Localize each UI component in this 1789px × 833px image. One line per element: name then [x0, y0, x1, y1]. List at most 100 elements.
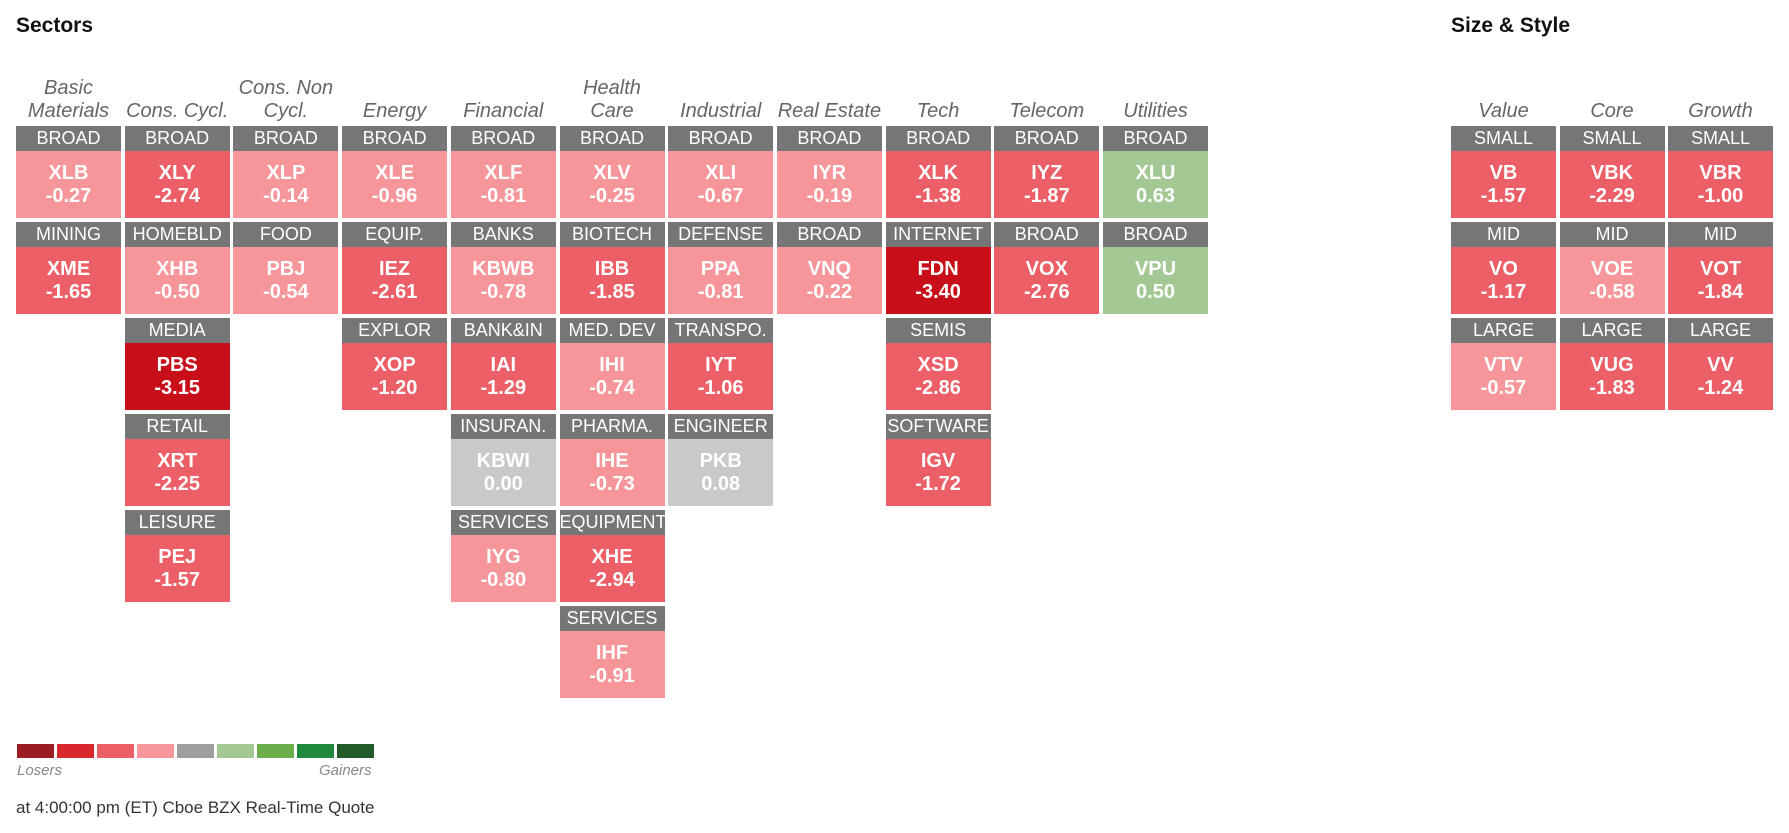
tile-quote[interactable]: IHI -0.74	[559, 343, 665, 410]
etf-tile[interactable]: BROAD IYZ -1.87	[994, 126, 1100, 218]
etf-tile[interactable]: BROAD VNQ -0.22	[776, 222, 882, 314]
tile-quote[interactable]: FDN -3.40	[885, 247, 991, 314]
tile-quote[interactable]: VPU 0.50	[1103, 247, 1208, 314]
tile-quote[interactable]: IGV -1.72	[885, 439, 991, 506]
tile-quote[interactable]: VNQ -0.22	[776, 247, 882, 314]
tile-quote[interactable]: IHF -0.91	[559, 631, 665, 698]
sector-column: Financial BROAD XLF -0.81 BANKS KBWB -0.78 BANK…	[450, 68, 556, 602]
tile-quote[interactable]: XLV -0.25	[559, 151, 665, 218]
tile-quote[interactable]: IYT -1.06	[668, 343, 774, 410]
etf-tile[interactable]: BROAD XLB -0.27	[16, 126, 121, 218]
etf-tile[interactable]: SERVICES IYG -0.80	[450, 510, 556, 602]
etf-tile[interactable]: DEFENSE PPA -0.81	[668, 222, 774, 314]
etf-tile[interactable]: BANK&IN IAI -1.29	[450, 318, 556, 410]
etf-tile[interactable]: EQUIPMENT XHE -2.94	[559, 510, 665, 602]
etf-tile[interactable]: LEISURE PEJ -1.57	[124, 510, 230, 602]
etf-tile[interactable]: MID VOT -1.84	[1668, 222, 1773, 314]
tile-quote[interactable]: XOP -1.20	[342, 343, 448, 410]
column-header: Industrial	[668, 68, 773, 126]
tile-quote[interactable]: IAI -1.29	[450, 343, 556, 410]
tile-quote[interactable]: VTV -0.57	[1451, 343, 1556, 410]
tile-quote[interactable]: IEZ -2.61	[342, 247, 448, 314]
tile-quote[interactable]: PBS -3.15	[124, 343, 230, 410]
etf-tile[interactable]: EXPLOR XOP -1.20	[342, 318, 448, 410]
etf-tile[interactable]: FOOD PBJ -0.54	[233, 222, 339, 314]
etf-tile[interactable]: BROAD XLU 0.63	[1103, 126, 1208, 218]
tile-quote[interactable]: IYG -0.80	[450, 535, 556, 602]
etf-tile[interactable]: MED. DEV IHI -0.74	[559, 318, 665, 410]
etf-tile[interactable]: BROAD XLE -0.96	[342, 126, 448, 218]
etf-tile[interactable]: SMALL VB -1.57	[1451, 126, 1556, 218]
etf-tile[interactable]: BROAD XLY -2.74	[124, 126, 230, 218]
tile-quote[interactable]: PPA -0.81	[668, 247, 774, 314]
tile-quote[interactable]: PKB 0.08	[668, 439, 774, 506]
etf-tile[interactable]: BANKS KBWB -0.78	[450, 222, 556, 314]
etf-tile[interactable]: INSURAN. KBWI 0.00	[450, 414, 556, 506]
tile-quote[interactable]: XLE -0.96	[342, 151, 448, 218]
tile-quote[interactable]: XLB -0.27	[16, 151, 121, 218]
tile-quote[interactable]: IYZ -1.87	[994, 151, 1100, 218]
tile-quote[interactable]: VB -1.57	[1451, 151, 1556, 218]
etf-tile[interactable]: LARGE VTV -0.57	[1451, 318, 1556, 410]
etf-tile[interactable]: BROAD XLV -0.25	[559, 126, 665, 218]
tile-category-label: EXPLOR	[342, 318, 448, 343]
etf-tile[interactable]: BROAD XLK -1.38	[885, 126, 991, 218]
etf-tile[interactable]: BIOTECH IBB -1.85	[559, 222, 665, 314]
tile-quote[interactable]: XME -1.65	[16, 247, 121, 314]
etf-tile[interactable]: BROAD XLF -0.81	[450, 126, 556, 218]
etf-tile[interactable]: SMALL VBR -1.00	[1668, 126, 1773, 218]
etf-tile[interactable]: SMALL VBK -2.29	[1559, 126, 1665, 218]
etf-tile[interactable]: SEMIS XSD -2.86	[885, 318, 991, 410]
tile-quote[interactable]: PEJ -1.57	[124, 535, 230, 602]
tile-quote[interactable]: KBWI 0.00	[450, 439, 556, 506]
tile-quote[interactable]: VBR -1.00	[1668, 151, 1773, 218]
etf-tile[interactable]: TRANSPO. IYT -1.06	[668, 318, 774, 410]
tile-quote[interactable]: XHE -2.94	[559, 535, 665, 602]
column-header-line: Real Estate	[777, 100, 882, 122]
tile-quote[interactable]: VOX -2.76	[994, 247, 1100, 314]
tile-quote[interactable]: XLU 0.63	[1103, 151, 1208, 218]
tile-quote[interactable]: VOE -0.58	[1559, 247, 1665, 314]
etf-tile[interactable]: BROAD XLI -0.67	[668, 126, 774, 218]
etf-tile[interactable]: LARGE VUG -1.83	[1559, 318, 1665, 410]
tile-quote[interactable]: XLK -1.38	[885, 151, 991, 218]
tile-quote[interactable]: IBB -1.85	[559, 247, 665, 314]
etf-tile[interactable]: HOMEBLD XHB -0.50	[124, 222, 230, 314]
etf-tile[interactable]: RETAIL XRT -2.25	[124, 414, 230, 506]
tile-category-label: BROAD	[994, 126, 1100, 151]
tile-quote[interactable]: XLP -0.14	[233, 151, 339, 218]
etf-tile[interactable]: MEDIA PBS -3.15	[124, 318, 230, 410]
tile-quote[interactable]: VUG -1.83	[1559, 343, 1665, 410]
etf-tile[interactable]: BROAD VPU 0.50	[1103, 222, 1208, 314]
tile-quote[interactable]: IYR -0.19	[776, 151, 882, 218]
etf-tile[interactable]: INTERNET FDN -3.40	[885, 222, 991, 314]
ticker-symbol: VPU	[1134, 257, 1177, 280]
etf-tile[interactable]: EQUIP. IEZ -2.61	[342, 222, 448, 314]
tile-quote[interactable]: PBJ -0.54	[233, 247, 339, 314]
tile-quote[interactable]: XLY -2.74	[124, 151, 230, 218]
tile-quote[interactable]: IHE -0.73	[559, 439, 665, 506]
etf-tile[interactable]: SOFTWARE IGV -1.72	[885, 414, 991, 506]
tile-quote[interactable]: VO -1.17	[1451, 247, 1556, 314]
etf-tile[interactable]: LARGE VV -1.24	[1668, 318, 1773, 410]
tile-quote[interactable]: XHB -0.50	[124, 247, 230, 314]
tile-quote[interactable]: KBWB -0.78	[450, 247, 556, 314]
etf-tile[interactable]: ENGINEER PKB 0.08	[668, 414, 774, 506]
tile-quote[interactable]: VV -1.24	[1668, 343, 1773, 410]
tile-quote[interactable]: XSD -2.86	[885, 343, 991, 410]
etf-tile[interactable]: MINING XME -1.65	[16, 222, 121, 314]
etf-tile[interactable]: BROAD VOX -2.76	[994, 222, 1100, 314]
ticker-symbol: IAI	[490, 353, 517, 376]
etf-tile[interactable]: PHARMA. IHE -0.73	[559, 414, 665, 506]
etf-tile[interactable]: BROAD XLP -0.14	[233, 126, 339, 218]
etf-tile[interactable]: MID VOE -0.58	[1559, 222, 1665, 314]
tile-quote[interactable]: VBK -2.29	[1559, 151, 1665, 218]
etf-tile[interactable]: MID VO -1.17	[1451, 222, 1556, 314]
column-header-line: Materials	[27, 100, 110, 122]
tile-quote[interactable]: VOT -1.84	[1668, 247, 1773, 314]
tile-quote[interactable]: XRT -2.25	[124, 439, 230, 506]
tile-quote[interactable]: XLF -0.81	[450, 151, 556, 218]
etf-tile[interactable]: SERVICES IHF -0.91	[559, 606, 665, 698]
tile-quote[interactable]: XLI -0.67	[668, 151, 774, 218]
etf-tile[interactable]: BROAD IYR -0.19	[776, 126, 882, 218]
